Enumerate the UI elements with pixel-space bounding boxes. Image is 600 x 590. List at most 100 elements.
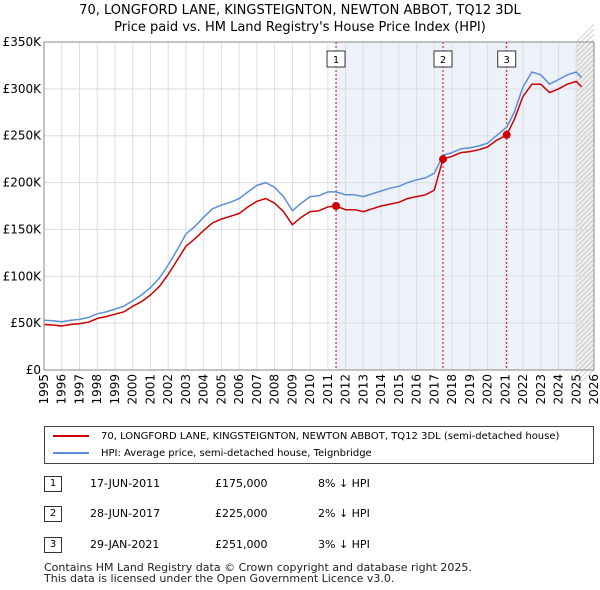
transaction-hpi-diff: 3% ↓ HPI <box>318 538 370 551</box>
x-tick-label: 2014 <box>374 374 388 405</box>
forecast-hatch-line <box>576 164 595 183</box>
forecast-hatch-line <box>576 239 595 258</box>
sale-marker-box <box>326 50 346 68</box>
transaction-number: 1 <box>44 476 62 492</box>
forecast-hatch-line <box>576 114 595 133</box>
x-tick-label: 2022 <box>516 374 530 405</box>
x-tick-label: 2004 <box>197 374 211 405</box>
forecast-hatch-line <box>576 79 595 98</box>
forecast-hatch-line <box>576 99 595 118</box>
price-chart: 1 2 3 £0 £50K £100K £150K £200K £250K £300K £350K 1… <box>3 24 600 405</box>
forecast-hatch-line <box>576 304 595 323</box>
forecast-hatch-line <box>576 309 595 328</box>
forecast-hatch-line <box>576 189 595 208</box>
forecast-hatch-line <box>576 154 595 173</box>
forecast-region <box>576 42 594 370</box>
forecast-hatch-line <box>576 289 595 308</box>
forecast-hatch-line <box>576 284 595 303</box>
forecast-hatch-line <box>576 269 595 288</box>
x-tick-label: 2021 <box>498 374 512 405</box>
forecast-hatch-line <box>576 44 595 63</box>
x-tick-label: 2001 <box>143 374 157 405</box>
forecast-hatch-line <box>576 299 595 318</box>
forecast-hatch-line <box>576 234 595 253</box>
sale-marker-box <box>433 50 453 68</box>
x-tick-label: 2024 <box>552 374 566 405</box>
forecast-hatch-line <box>576 199 595 218</box>
forecast-hatch-line <box>576 124 595 143</box>
x-tick-label: 2005 <box>214 374 228 405</box>
transaction-hpi-diff: 2% ↓ HPI <box>318 507 370 520</box>
sale-marker-label: 1 <box>333 55 339 66</box>
forecast-hatch-line <box>576 194 595 213</box>
forecast-hatch-line <box>576 109 595 128</box>
forecast-hatch-line <box>576 24 595 43</box>
transaction-date: 28-JUN-2017 <box>90 507 161 520</box>
forecast-hatch-line <box>576 144 595 163</box>
forecast-hatch-line <box>576 254 595 273</box>
forecast-hatch-line <box>576 364 595 383</box>
chart-title-line2: Price paid vs. HM Land Registry's House … <box>114 20 486 35</box>
transaction-number: 2 <box>44 506 62 522</box>
forecast-hatch-line <box>576 209 595 228</box>
x-tick-label: 1996 <box>55 374 69 405</box>
forecast-hatch-line <box>576 244 595 263</box>
forecast-hatch-line <box>576 264 595 283</box>
y-tick-label: £50K <box>10 316 42 330</box>
transaction-date: 17-JUN-2011 <box>90 477 161 490</box>
x-tick-label: 1997 <box>72 374 86 405</box>
transaction-price: £225,000 <box>215 507 268 520</box>
x-tick-label: 2010 <box>303 374 317 405</box>
x-tick-label: 2013 <box>356 374 370 405</box>
legend-label-hpi: HPI: Average price, semi-detached house,… <box>101 448 372 459</box>
forecast-hatch-line <box>576 259 595 278</box>
x-tick-label: 2026 <box>587 374 600 405</box>
forecast-hatch-line <box>576 219 595 238</box>
forecast-hatch-line <box>576 184 595 203</box>
y-tick-label: £350K <box>3 35 43 49</box>
legend-item-hpi: HPI: Average price, semi-detached house,… <box>53 446 372 462</box>
forecast-hatch-line <box>576 64 595 83</box>
forecast-hatch-line <box>576 294 595 313</box>
forecast-hatch-line <box>576 354 595 373</box>
forecast-hatch-line <box>576 369 595 388</box>
x-tick-label: 1995 <box>37 374 51 405</box>
forecast-hatch-line <box>576 119 595 138</box>
x-tick-label: 2020 <box>481 374 495 405</box>
y-tick-label: £0 <box>26 363 41 377</box>
legend: 70, LONGFORD LANE, KINGSTEIGNTON, NEWTON… <box>44 426 594 464</box>
x-tick-label: 2009 <box>285 374 299 405</box>
x-tick-label: 2000 <box>126 374 140 405</box>
transaction-hpi-diff: 8% ↓ HPI <box>318 477 370 490</box>
sale-point <box>439 155 448 164</box>
legend-swatch-price <box>53 435 89 437</box>
forecast-hatch-line <box>576 279 595 298</box>
forecast-hatch-line <box>576 139 595 158</box>
sale-marker-label: 3 <box>504 55 510 66</box>
forecast-hatch-line <box>576 89 595 108</box>
x-tick-label: 2007 <box>250 374 264 405</box>
forecast-hatch-line <box>576 34 595 53</box>
forecast-hatch-line <box>576 94 595 113</box>
y-tick-label: £150K <box>3 222 43 236</box>
x-tick-label: 2008 <box>268 374 282 405</box>
forecast-hatch-line <box>576 324 595 343</box>
forecast-hatch-line <box>576 149 595 168</box>
footer-copyright: Contains HM Land Registry data © Crown c… <box>44 561 472 574</box>
y-tick-label: £100K <box>3 269 43 283</box>
x-tick-label: 2016 <box>410 374 424 405</box>
shaded-period <box>443 42 507 370</box>
x-tick-label: 1999 <box>108 374 122 405</box>
sale-marker-label: 2 <box>440 55 446 66</box>
legend-label-price: 70, LONGFORD LANE, KINGSTEIGNTON, NEWTON… <box>101 431 560 442</box>
forecast-hatch-line <box>576 344 595 363</box>
forecast-hatch-line <box>576 54 595 73</box>
x-tick-label: 2002 <box>161 374 175 405</box>
x-tick-label: 2015 <box>392 374 406 405</box>
y-tick-label: £200K <box>3 176 43 190</box>
forecast-hatch-line <box>576 339 595 358</box>
forecast-hatch-line <box>576 274 595 293</box>
x-tick-label: 2019 <box>463 374 477 405</box>
forecast-hatch-line <box>576 84 595 103</box>
